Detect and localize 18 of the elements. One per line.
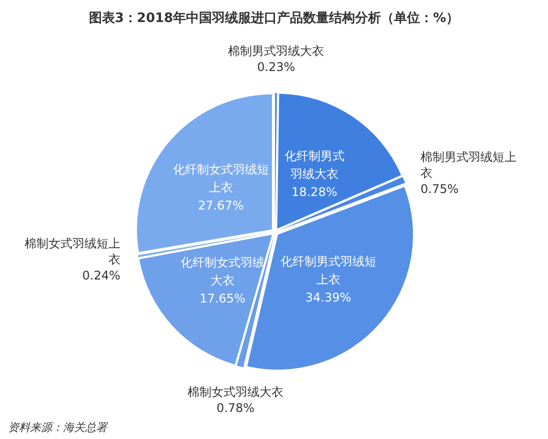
data-label: 0.23% <box>257 60 296 74</box>
slice-label: 棉制男式羽绒短上衣 <box>420 150 517 180</box>
slice-label: 棉制女式羽绒大衣 <box>188 384 284 399</box>
slice-label: 化纤制女式羽绒大衣 <box>180 256 265 288</box>
slice-label: 棉制男式羽绒大衣 <box>228 44 324 58</box>
slice-label: 化纤制女式羽绒短上衣 <box>172 162 269 194</box>
data-label: 17.65% <box>200 292 246 306</box>
text: 资料来源：海关总署 <box>8 421 108 434</box>
chart-title: 图表3：2018年中国羽绒服进口产品数量结构分析（单位：%） <box>88 10 460 26</box>
slice-label: 化纤制男式羽绒大衣 <box>284 149 344 182</box>
data-label: 0.24% <box>82 268 120 282</box>
data-label: 34.39% <box>305 290 352 305</box>
data-label: 27.67% <box>198 198 244 212</box>
slice-label: 化纤制男式羽绒短上衣 <box>280 254 376 287</box>
slice-label: 棉制女式羽绒短上衣 <box>24 236 120 266</box>
data-label: 0.75% <box>420 182 459 196</box>
data-label: 0.78% <box>216 400 255 415</box>
data-label: 18.28% <box>291 185 338 200</box>
